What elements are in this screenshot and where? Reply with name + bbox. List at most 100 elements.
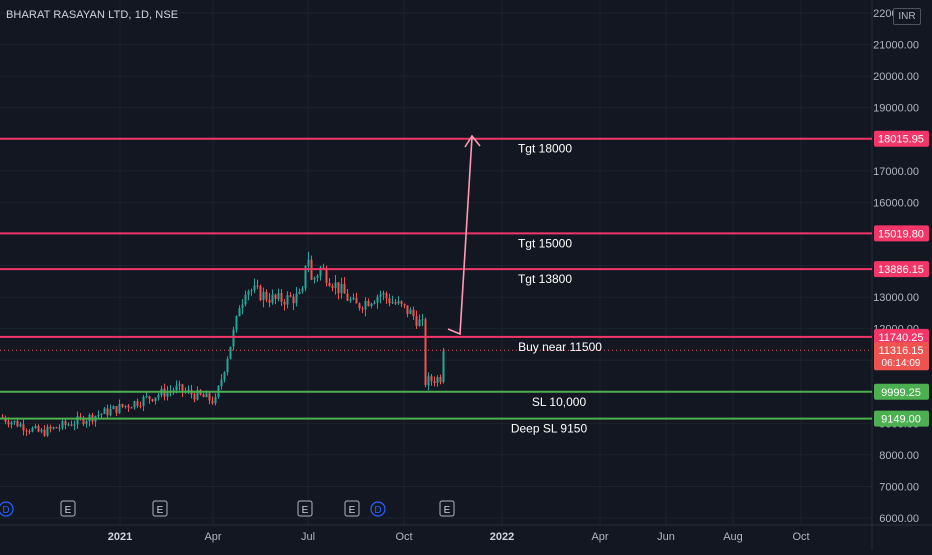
candle-body <box>334 282 337 288</box>
candle-body <box>361 308 364 310</box>
candle-body <box>349 299 352 301</box>
candle-body <box>100 413 103 415</box>
time-tick-label: Apr <box>591 531 608 543</box>
candle-body <box>241 304 244 309</box>
candle-body <box>196 390 199 400</box>
candle-body <box>370 303 373 306</box>
level-price-label: 13886.15 <box>878 264 924 276</box>
earnings-marker[interactable]: E <box>152 500 168 517</box>
level-price-label: 11740.25 <box>878 332 923 344</box>
candle-body <box>388 298 391 304</box>
candle-body <box>139 405 142 407</box>
earnings-icon <box>439 500 455 517</box>
level-note: Deep SL 9150 <box>511 422 588 436</box>
time-tick-label: 2021 <box>108 531 132 543</box>
candle-body <box>214 396 217 404</box>
candle <box>442 347 445 384</box>
candle <box>274 293 277 305</box>
candle-body <box>433 381 436 384</box>
candle-body <box>394 302 397 304</box>
candle <box>103 406 106 414</box>
candle <box>181 383 184 398</box>
candle <box>241 299 244 315</box>
level-note: Tgt 18000 <box>518 142 572 156</box>
candle <box>253 278 256 294</box>
candle-body <box>175 385 178 391</box>
candles <box>1 251 445 437</box>
candle <box>28 428 31 435</box>
candle-body <box>22 424 25 431</box>
level-price-badge <box>874 225 929 242</box>
dividend-marker[interactable]: D <box>0 501 14 517</box>
candle-body <box>229 346 232 359</box>
time-axis: 2021 Apr Jul Oct 2022 Apr Jun Aug Oct <box>108 531 810 543</box>
earnings-marker[interactable]: E <box>60 500 76 517</box>
candle-body <box>16 420 19 427</box>
candle-body <box>379 294 382 297</box>
candle-body <box>172 390 175 392</box>
candle-body <box>400 301 403 304</box>
candle-body <box>418 319 421 327</box>
candle-body <box>58 427 61 429</box>
target-arrow <box>447 134 481 336</box>
last-price-label: 11316.15 <box>878 345 923 357</box>
candle <box>67 422 70 427</box>
symbol-title[interactable]: BHARAT RASAYAN LTD, 1D, NSE <box>6 9 179 21</box>
earnings-marker[interactable]: E <box>344 500 360 517</box>
price-tick-label: 20000.00 <box>873 71 919 83</box>
candle-body <box>436 377 439 384</box>
candle-body <box>367 301 370 306</box>
candle <box>244 290 247 307</box>
candle-body <box>307 259 310 266</box>
candle <box>289 292 292 298</box>
candle-body <box>13 420 16 423</box>
candle-body <box>124 405 127 407</box>
candle <box>10 420 13 429</box>
candle-body <box>298 291 301 294</box>
candle-body <box>49 426 52 429</box>
candle-body <box>43 429 46 436</box>
candle <box>52 426 55 430</box>
candle <box>352 293 355 301</box>
price-tick-label: 19000.00 <box>873 103 919 115</box>
currency-button[interactable]: INR <box>893 8 921 25</box>
earnings-marker[interactable]: E <box>439 500 455 517</box>
candle <box>34 423 37 430</box>
level-price-badge <box>874 130 929 147</box>
candle <box>211 396 214 405</box>
event-label: D <box>2 505 9 516</box>
candle-body <box>178 384 181 386</box>
candle-body <box>424 319 427 386</box>
candle <box>382 290 385 300</box>
candle-body <box>304 265 307 289</box>
candle-body <box>391 302 394 304</box>
candle <box>178 380 181 391</box>
dividend-marker[interactable]: D <box>370 501 386 517</box>
candle <box>49 424 52 433</box>
candle <box>430 373 433 386</box>
price-tick-label: 7000.00 <box>879 481 919 493</box>
candle-body <box>109 408 112 416</box>
candle-body <box>325 269 328 283</box>
candle-body <box>358 303 361 309</box>
earnings-marker[interactable]: E <box>297 500 313 517</box>
candle <box>229 346 232 360</box>
candle-body <box>145 396 148 398</box>
level-price-label: 18015.95 <box>878 134 924 146</box>
candle <box>259 284 262 302</box>
candle <box>58 424 61 432</box>
candle-body <box>10 422 13 425</box>
candle-body <box>403 303 406 306</box>
candle-body <box>157 395 160 398</box>
dividend-icon <box>370 501 386 517</box>
candle-body <box>55 427 58 429</box>
candle-body <box>427 376 430 386</box>
candle <box>292 293 295 311</box>
event-label: D <box>374 505 381 516</box>
candle-body <box>76 416 79 425</box>
candle <box>76 411 79 429</box>
candle-body <box>64 421 67 425</box>
earnings-icon <box>297 500 313 517</box>
